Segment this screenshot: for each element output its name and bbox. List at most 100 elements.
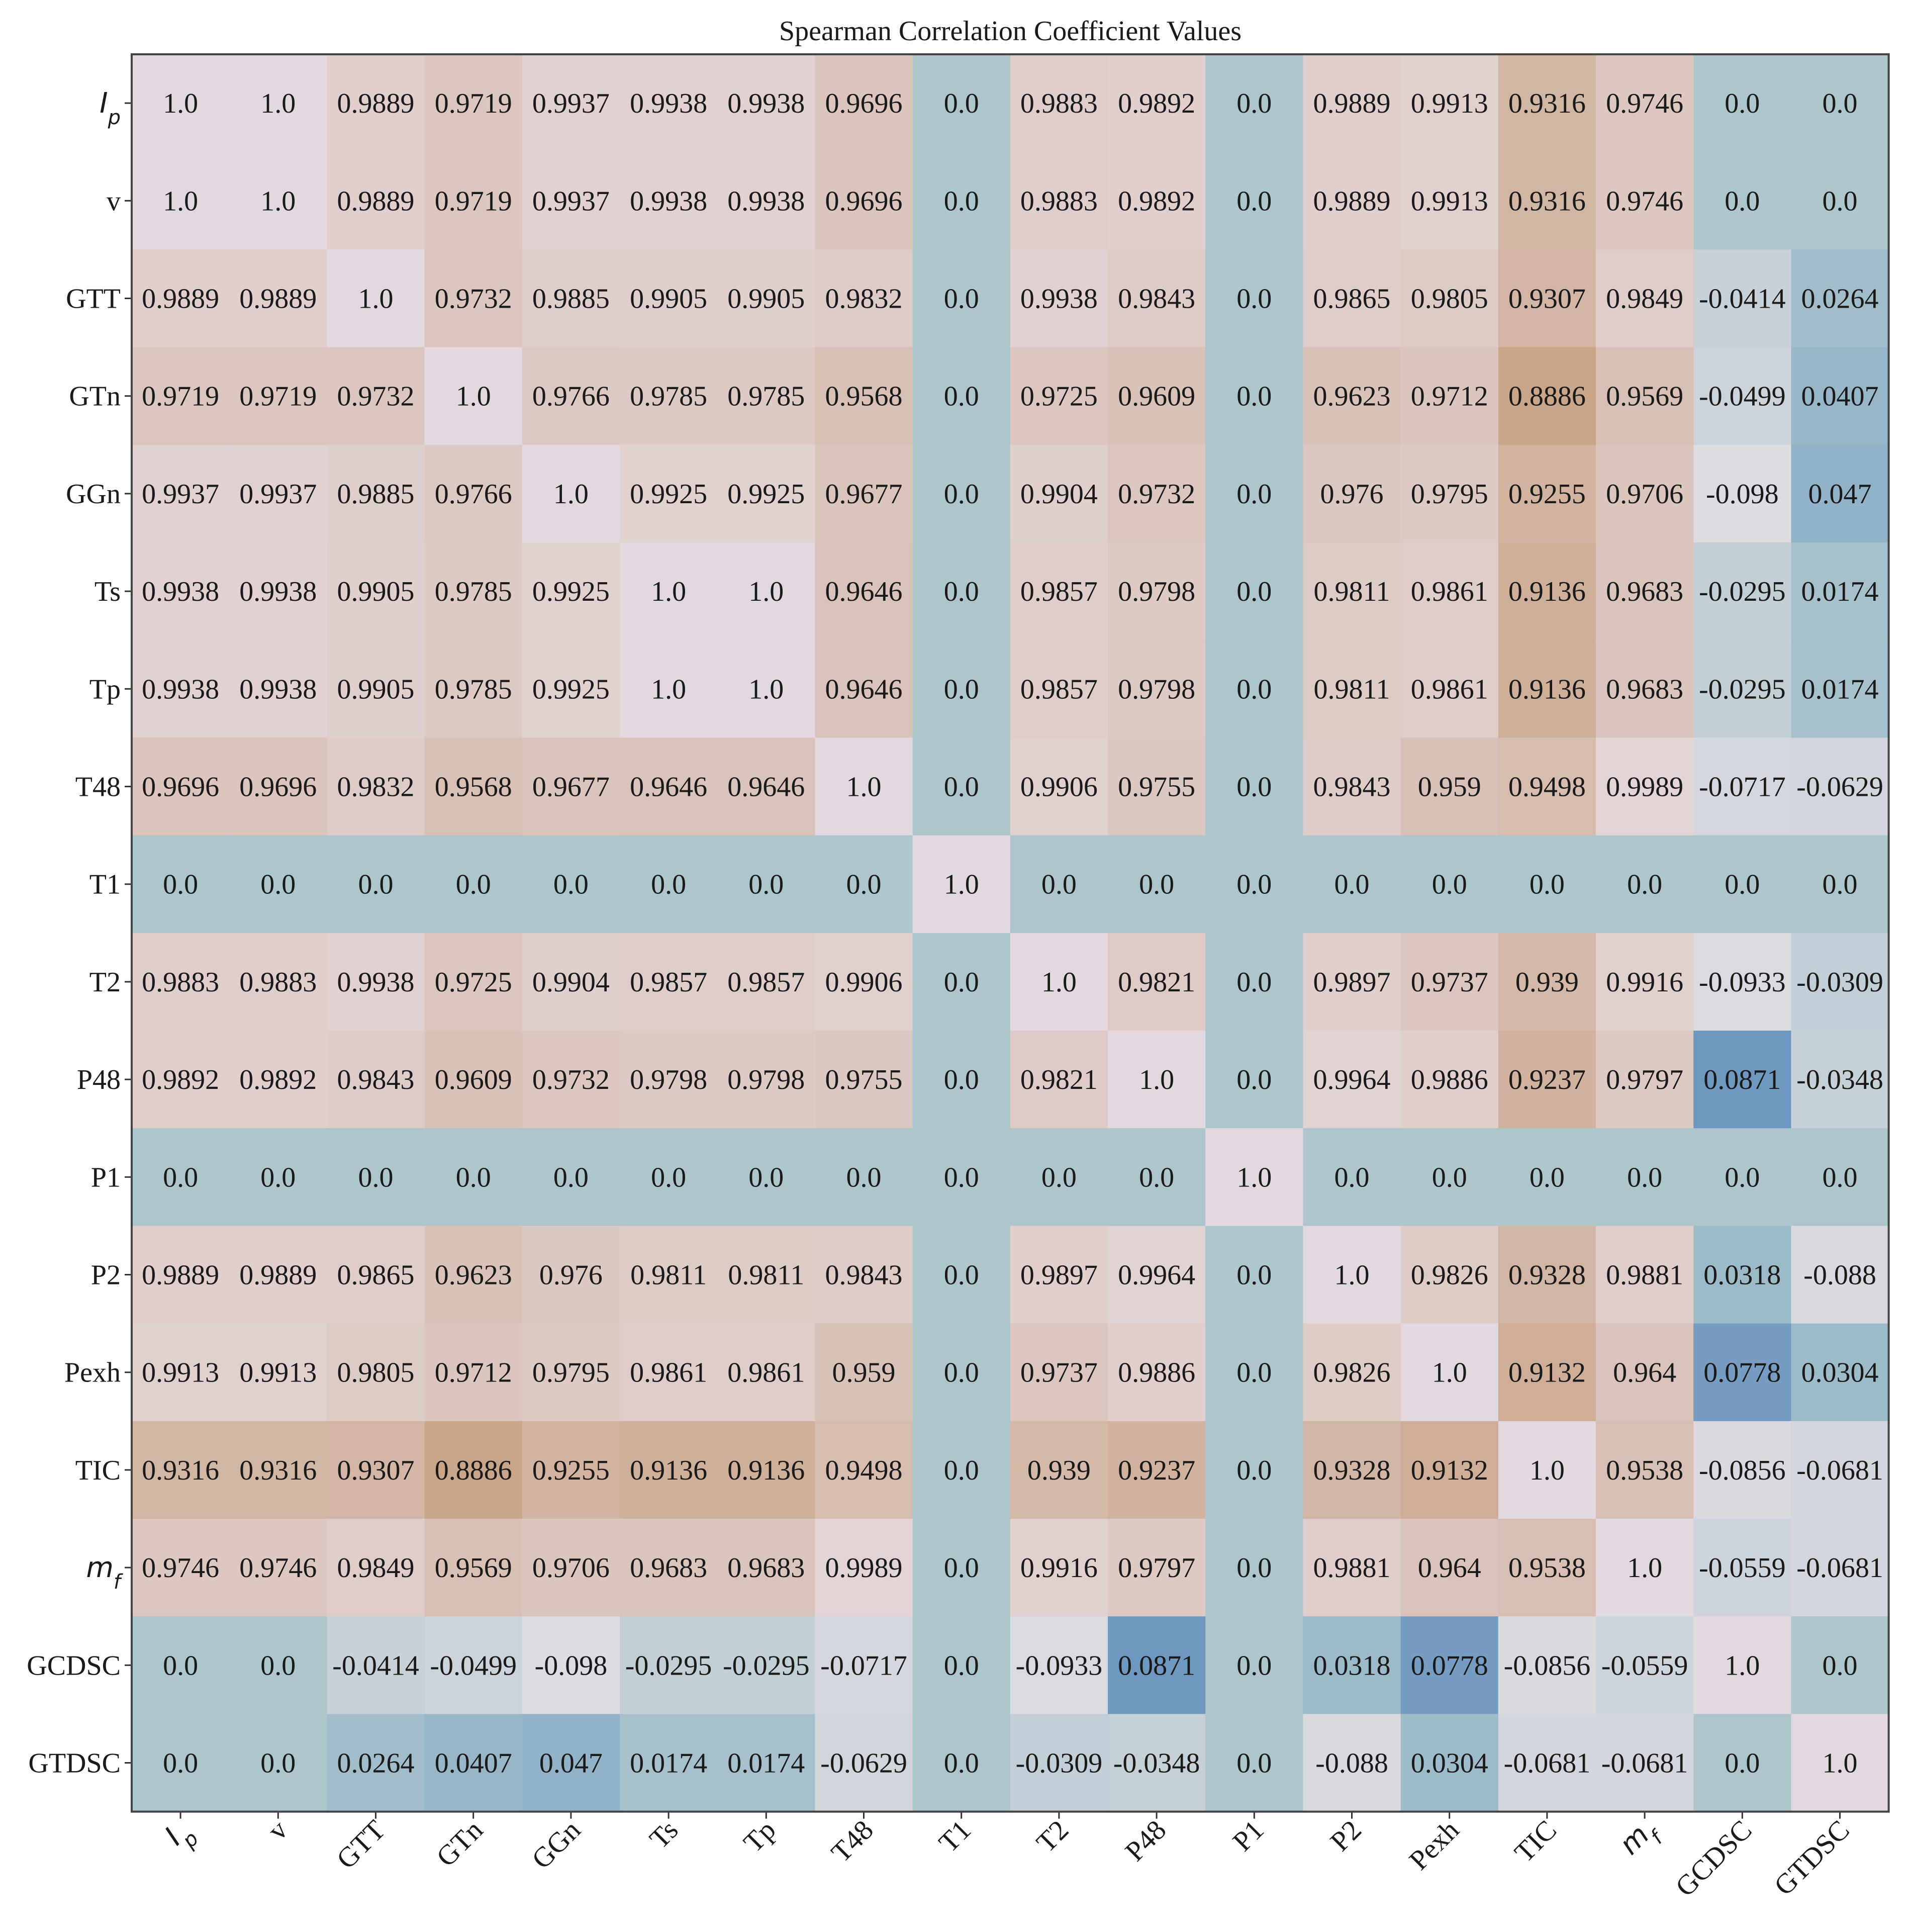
heatmap-cell [1400, 933, 1499, 1031]
y-tick-label: Tp [89, 674, 121, 705]
heatmap-cell [229, 54, 327, 152]
heatmap-cell [1108, 347, 1206, 445]
x-tick-label: P48 [1119, 1814, 1172, 1867]
heatmap-cell [424, 738, 523, 836]
cell-value-label: 0.9925 [532, 674, 610, 705]
y-tick-label: Ip [100, 87, 121, 129]
heatmap-cell [1791, 1323, 1889, 1422]
heatmap-cell [327, 1519, 425, 1617]
cell-value-label: -0.0933 [1699, 967, 1786, 998]
heatmap-cell [1108, 1616, 1206, 1714]
heatmap-cell [1010, 1226, 1108, 1324]
cell-value-label: 0.0 [1236, 1455, 1272, 1486]
cell-value-label: 0.9328 [1508, 1260, 1586, 1291]
heatmap-cell [1791, 347, 1889, 445]
heatmap-cell [912, 444, 1011, 543]
cell-value-label: -0.088 [1315, 1748, 1388, 1779]
heatmap-cell [522, 1421, 620, 1519]
cell-value-label: -0.0717 [820, 1650, 907, 1681]
heatmap-cell [424, 1226, 523, 1324]
heatmap-cell [1303, 1714, 1401, 1812]
heatmap-cell [620, 640, 718, 738]
cell-value-label: 0.9925 [532, 576, 610, 607]
cell-value-label: 0.8886 [1508, 381, 1586, 412]
heatmap-cell [1596, 444, 1694, 543]
heatmap-cell [620, 933, 718, 1031]
cell-value-label: 0.9938 [142, 576, 219, 607]
cell-value-label: 0.0871 [1703, 1064, 1781, 1095]
cell-value-label: 0.0 [1725, 1162, 1760, 1193]
heatmap-cell [132, 1421, 230, 1519]
heatmap-cell [1596, 1714, 1694, 1812]
heatmap-cell [620, 444, 718, 543]
heatmap-cell [620, 835, 718, 934]
heatmap-cell [522, 738, 620, 836]
cell-value-label: 0.0 [1725, 869, 1760, 900]
y-tick-label: P48 [77, 1064, 121, 1095]
heatmap-cell [912, 347, 1011, 445]
cell-value-label: 0.9989 [1606, 772, 1683, 803]
heatmap-cell [1693, 1519, 1791, 1617]
heatmap-cell [327, 444, 425, 543]
heatmap-cell [815, 542, 913, 640]
cell-value-label: 0.9696 [239, 772, 317, 803]
cell-value-label: 0.0 [1627, 1162, 1662, 1193]
heatmap-cell [1693, 1714, 1791, 1812]
cell-value-label: 0.9136 [727, 1455, 805, 1486]
cell-value-label: 0.9785 [727, 381, 805, 412]
heatmap-cell [717, 1421, 815, 1519]
heatmap-cell [1303, 542, 1401, 640]
cell-value-label: 0.964 [1418, 1552, 1481, 1584]
heatmap-cell [522, 933, 620, 1031]
cell-value-label: 0.9904 [532, 967, 610, 998]
cell-value-label: 0.0 [1236, 1357, 1272, 1389]
cell-value-label: 0.9881 [1313, 1552, 1391, 1584]
heatmap-cell [327, 249, 425, 348]
cell-value-label: -0.0681 [1601, 1748, 1688, 1779]
cell-value-label: 0.0 [1139, 1162, 1174, 1193]
heatmap-cell [620, 542, 718, 640]
x-tick-label: Ts [644, 1814, 685, 1855]
cell-value-label: -0.098 [1706, 479, 1779, 510]
heatmap-cell [1205, 347, 1303, 445]
cell-value-label: 0.0 [1530, 1162, 1565, 1193]
heatmap-cell [815, 1714, 913, 1812]
cell-value-label: 0.9849 [337, 1552, 415, 1584]
cell-value-label: 0.0 [260, 1650, 296, 1681]
heatmap-cell [815, 347, 913, 445]
cell-value-label: 0.9937 [142, 479, 219, 510]
heatmap-cell [424, 444, 523, 543]
cell-value-label: 0.9712 [1411, 381, 1488, 412]
cell-value-label: 0.9889 [239, 284, 317, 315]
heatmap-cell [1791, 152, 1889, 250]
heatmap-cell [717, 249, 815, 348]
cell-value-label: 0.9798 [1118, 674, 1195, 705]
heatmap-cell [1303, 1519, 1401, 1617]
heatmap-cell [1205, 54, 1303, 152]
cell-value-label: 0.9889 [142, 1260, 219, 1291]
heatmap-cell [327, 1226, 425, 1324]
heatmap-cell [1108, 835, 1206, 934]
cell-value-label: 0.9883 [142, 967, 219, 998]
heatmap-cell [1498, 640, 1596, 738]
heatmap-cell [1693, 249, 1791, 348]
cell-value-label: 0.0 [1236, 186, 1272, 217]
cell-value-label: 1.0 [1627, 1552, 1662, 1584]
cell-value-label: 0.9805 [1411, 284, 1488, 315]
cell-value-label: 0.9719 [239, 381, 317, 412]
heatmap-cell [717, 933, 815, 1031]
heatmap-cell [1791, 640, 1889, 738]
heatmap-cell [1303, 1421, 1401, 1519]
cell-value-label: 0.9913 [1411, 186, 1488, 217]
heatmap-cell [424, 249, 523, 348]
heatmap-cell [132, 249, 230, 348]
cell-value-label: 0.9849 [1606, 284, 1683, 315]
heatmap-cell [620, 1128, 718, 1226]
heatmap-cell [229, 152, 327, 250]
heatmap-cell [815, 933, 913, 1031]
cell-value-label: 0.0 [1823, 869, 1858, 900]
cell-value-label: 0.9889 [142, 284, 219, 315]
cell-value-label: 0.0 [1236, 869, 1272, 900]
heatmap-cell [912, 542, 1011, 640]
heatmap-cell [912, 54, 1011, 152]
